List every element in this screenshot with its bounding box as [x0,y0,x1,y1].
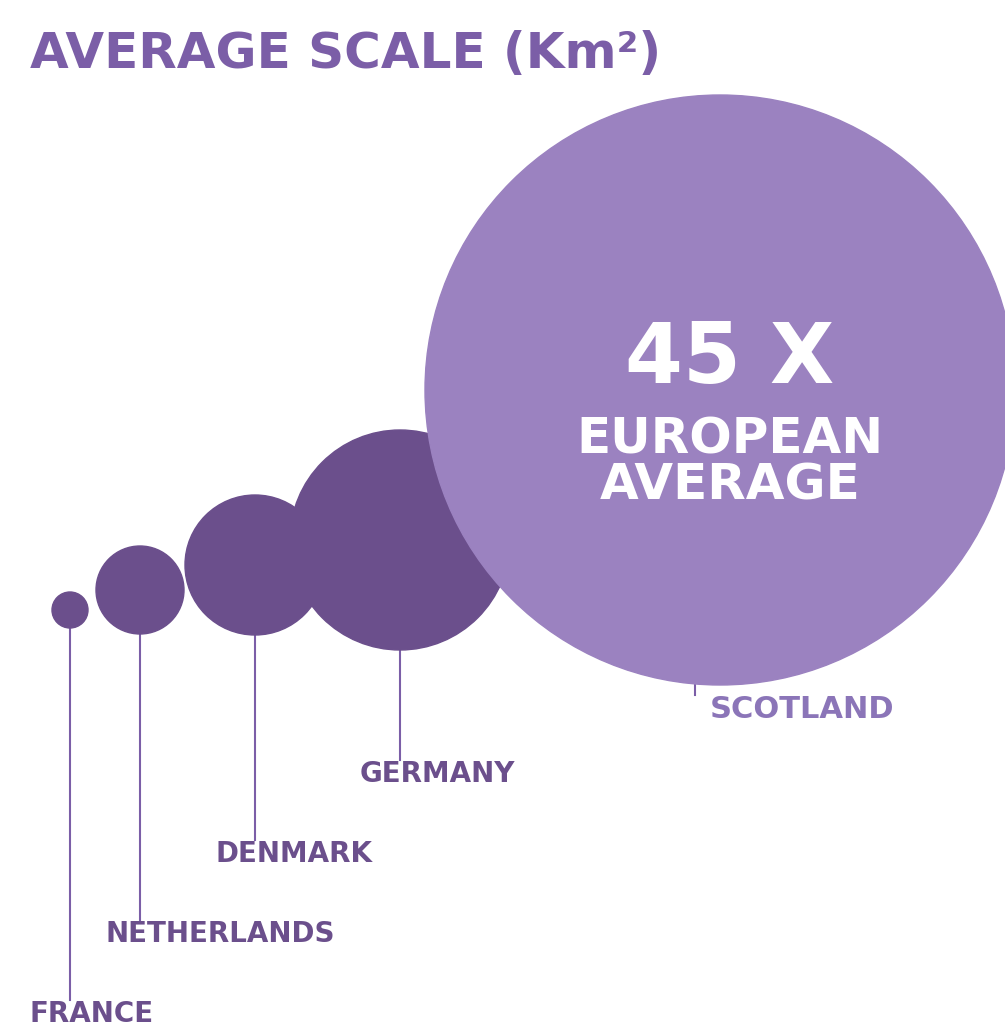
Circle shape [425,95,1005,685]
Text: 45 X: 45 X [625,319,834,400]
Text: EUROPEAN: EUROPEAN [577,416,883,464]
Text: AVERAGE SCALE (Km²): AVERAGE SCALE (Km²) [30,30,661,78]
Circle shape [185,495,325,635]
Text: SCOTLAND: SCOTLAND [710,695,894,724]
Text: FRANCE: FRANCE [30,1000,154,1024]
Circle shape [290,430,510,650]
Circle shape [52,592,88,628]
Text: GERMANY: GERMANY [360,760,516,788]
Text: NETHERLANDS: NETHERLANDS [105,920,335,948]
Circle shape [96,546,184,634]
Text: DENMARK: DENMARK [215,840,372,868]
Text: AVERAGE: AVERAGE [600,461,860,509]
